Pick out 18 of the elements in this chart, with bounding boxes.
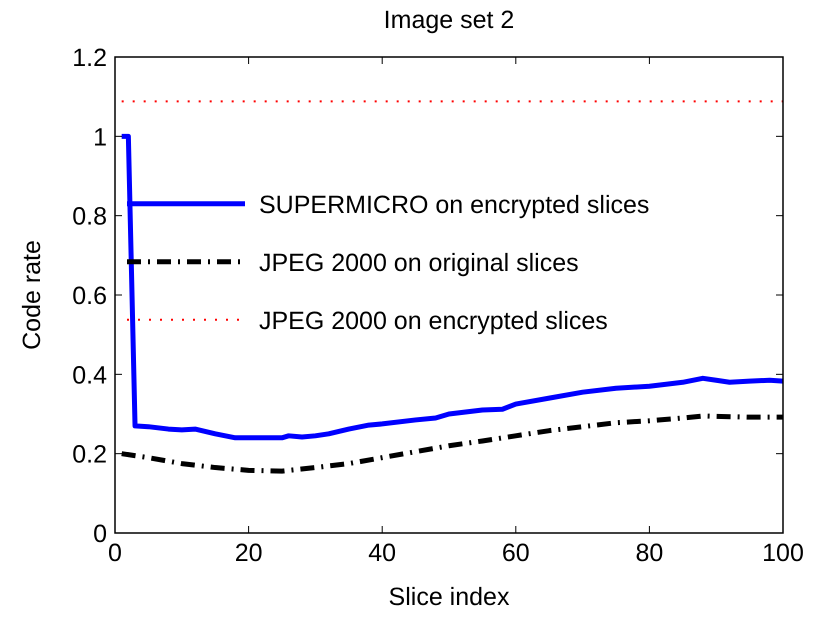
y-tick-label: 0 [93,520,107,548]
x-tick-label: 40 [368,539,396,567]
y-tick-label: 1 [93,123,107,152]
legend-label: JPEG 2000 on encrypted slices [259,306,608,335]
x-axis-title: Slice index [388,583,510,611]
y-tick-label: 0.6 [72,282,107,310]
y-tick-label: 0.8 [72,202,107,231]
y-axis-title: Code rate [18,240,46,350]
legend-label: SUPERMICRO on encrypted slices [259,190,650,219]
y-tick-label: 0.2 [72,440,107,469]
legend-label: JPEG 2000 on original slices [259,248,579,277]
x-tick-label: 60 [502,539,530,567]
y-tick-label: 1.2 [72,44,107,72]
x-tick-label: 80 [635,539,664,567]
x-tick-label: 100 [762,539,804,567]
x-tick-label: 20 [234,539,263,567]
chart-title: Image set 2 [384,6,514,34]
y-tick-label: 0.4 [72,361,108,390]
